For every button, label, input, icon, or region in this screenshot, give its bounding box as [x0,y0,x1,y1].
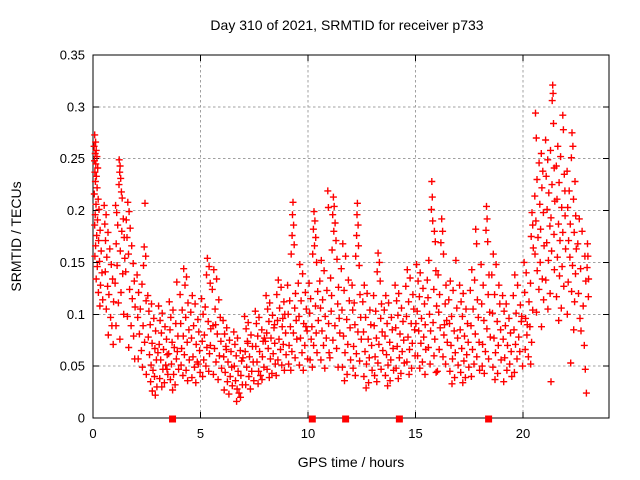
y-tick-label: 0.05 [60,359,85,374]
x-tick-label: 10 [301,426,315,441]
x-tick-label: 5 [197,426,204,441]
event-square-marker [485,415,493,423]
chart-title: Day 310 of 2021, SRMTID for receiver p73… [210,17,483,33]
y-axis-label: SRMTID / TECUs [8,181,24,291]
plot-border [92,54,610,419]
data-points [90,81,593,405]
event-square-marker [308,415,316,423]
y-tick-label: 0.15 [60,255,85,270]
event-square-marker [169,415,177,423]
event-square-marker [395,415,403,423]
tick-labels: 0 5 10 15 20 0 0.05 0.1 0.15 0.2 0.25 0.3 0.35 [60,48,531,442]
axes-frame [92,54,610,419]
x-tick-label: 20 [516,426,530,441]
x-tick-label: 15 [408,426,422,441]
series-srmtid-markers [90,81,593,405]
y-tick-label: 0.1 [67,307,85,322]
y-tick-label: 0.2 [67,203,85,218]
y-tick-label: 0.25 [60,151,85,166]
x-tick-label: 0 [89,426,96,441]
event-markers [169,415,493,423]
axis-ticks [92,54,609,419]
event-square-marker [342,415,350,423]
y-tick-label: 0.3 [67,99,85,114]
x-axis-label: GPS time / hours [298,454,405,470]
y-tick-label: 0.35 [60,48,85,63]
y-tick-label: 0 [78,411,85,426]
